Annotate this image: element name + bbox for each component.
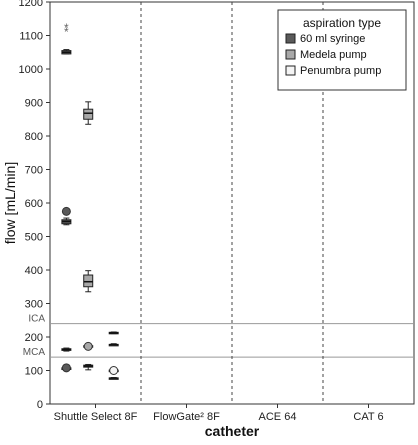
box-flowgate-8f-medela-pump [83,270,94,293]
y-tick-label: 0 [37,399,43,411]
legend-swatch-medela-pump [285,49,296,60]
outlier-circle [109,366,119,375]
y-tick-label: 1000 [19,64,43,76]
legend-swatch-60-ml-syringe [285,33,296,44]
legend-items: 60 ml syringe Medela pump Penumbra pump [285,33,381,77]
y-tick-label: 200 [25,332,43,344]
outlier-circle [61,206,71,216]
box-shuttle-select-8f-medela-pump [83,101,94,125]
legend-box [277,9,407,91]
legend-label-60-ml-syringe: 60 ml syringe [300,33,365,45]
legend-title: aspiration type [303,16,381,30]
box-series: ** [61,21,119,380]
box-ace-64-medela-pump [83,341,94,351]
legend-swatch-penumbra-pump [285,65,296,76]
box-cat-6-60-ml-syringe [61,363,72,373]
box-cat-6-medela-pump [83,363,94,371]
y-tick-label: 600 [25,198,43,210]
outlier-star: * [64,21,69,35]
y-axis: 0 100 200 300 400 500 600 700 800 900 1000 1100 1200 [19,0,50,411]
box-iqr [83,274,94,288]
x-axis-title: catheter [205,423,260,439]
reference-lines: ICA MCA [23,314,414,358]
legend-label-medela-pump: Medela pump [300,49,367,61]
x-tick-label: CAT 6 [353,411,383,423]
box-ace-64-60-ml-syringe [61,347,72,352]
y-tick-label: 900 [25,98,43,110]
box-flowgate-8f-60-ml-syringe [61,206,72,226]
outlier-circle [61,363,71,373]
box-shuttle-select-8f-penumbra-pump [108,331,119,335]
box-ace-64-penumbra-pump [108,366,119,375]
y-tick-label: 1200 [19,0,43,9]
outlier-star: * [64,25,69,39]
y-axis-title: flow [mL/min] [2,162,18,244]
y-tick-label: 1100 [19,31,43,43]
legend: aspiration type 60 ml syringe Medela pump… [277,9,407,91]
y-tick-label: 300 [25,299,43,311]
reference-label-ica: ICA [28,314,45,325]
outlier-circle [83,341,93,351]
reference-label-mca: MCA [23,347,46,358]
box-flowgate-8f-penumbra-pump [108,343,119,347]
y-tick-label: 100 [25,366,43,378]
box-iqr [83,108,94,120]
x-tick-label: ACE 64 [259,411,297,423]
x-tick-label: FlowGate² 8F [153,411,220,423]
box-shuttle-select-8f-60-ml-syringe: ** [61,21,72,55]
box-cat-6-penumbra-pump [108,377,119,380]
y-tick-label: 500 [25,232,43,244]
y-tick-label: 700 [25,165,43,177]
y-tick-label: 400 [25,265,43,277]
legend-label-penumbra-pump: Penumbra pump [300,65,381,77]
x-axis: Shuttle Select 8F FlowGate² 8F ACE 64 CAT 6 [54,404,384,423]
x-tick-label: Shuttle Select 8F [54,411,138,423]
y-tick-label: 800 [25,131,43,143]
